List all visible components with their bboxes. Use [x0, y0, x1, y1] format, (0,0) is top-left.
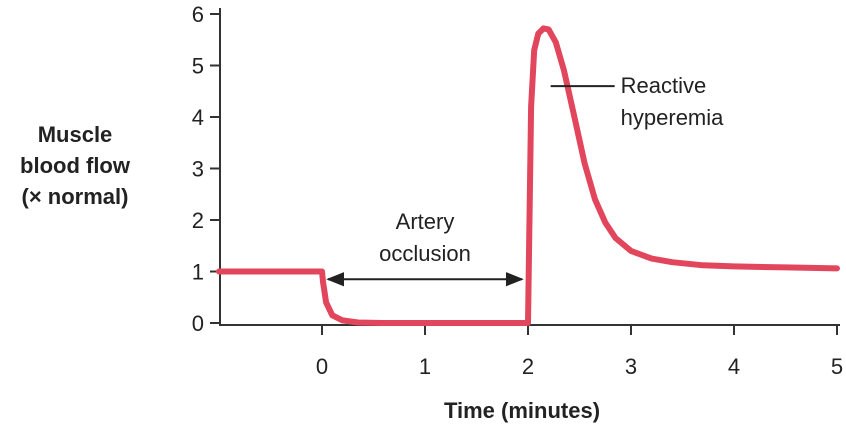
- x-ticks: 0 1 2 3 4 5: [316, 325, 843, 379]
- y-axis-title-line-3: (× normal): [22, 184, 129, 209]
- x-tick-label: 0: [316, 354, 328, 379]
- x-axis-title: Time (minutes): [444, 398, 600, 423]
- y-tick-label: 1: [192, 260, 204, 285]
- x-tick-label: 4: [728, 354, 740, 379]
- occlusion-label-line-2: occlusion: [379, 241, 471, 266]
- y-tick-label: 2: [192, 208, 204, 233]
- y-tick-label: 3: [192, 157, 204, 182]
- y-tick-label: 0: [192, 311, 204, 336]
- y-tick-label: 6: [192, 2, 204, 27]
- y-axis-title-line-2: blood flow: [20, 153, 131, 178]
- x-tick-label: 5: [831, 354, 843, 379]
- x-tick-label: 3: [625, 354, 637, 379]
- y-ticks: 0 1 2 3 4 5 6: [192, 2, 220, 336]
- y-tick-label: 5: [192, 54, 204, 79]
- hyperemia-label-line-2: hyperemia: [621, 105, 724, 130]
- x-tick-label: 1: [419, 354, 431, 379]
- series-line-blood-flow: [216, 25, 840, 326]
- y-axis-title-line-1: Muscle: [38, 122, 113, 147]
- hyperemia-label-line-1: Reactive: [621, 73, 707, 98]
- y-tick-label: 4: [192, 105, 204, 130]
- occlusion-label-line-1: Artery: [396, 209, 455, 234]
- x-tick-label: 2: [522, 354, 534, 379]
